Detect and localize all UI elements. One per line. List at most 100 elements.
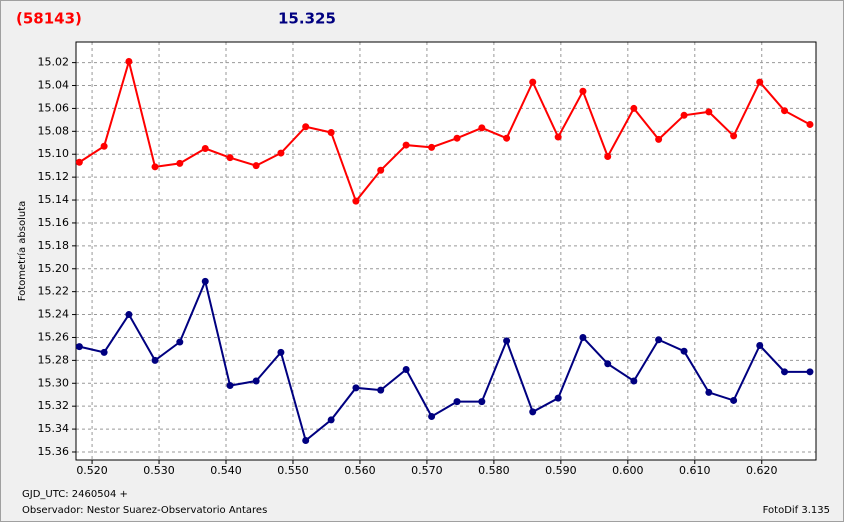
x-tick-label: 0.610 [679,464,711,477]
data-point [478,124,486,132]
y-tick-label: 15.20 [38,262,70,275]
x-tick-label: 0.620 [746,464,778,477]
x-tick-label: 0.550 [277,464,309,477]
y-tick-label: 15.18 [38,239,70,252]
x-tick-label: 0.540 [210,464,242,477]
data-point [327,416,335,424]
data-point [377,386,385,394]
footer-observer: Observador: Nestor Suarez-Observatorio A… [22,505,267,516]
data-point [402,141,410,149]
data-point [327,128,335,136]
data-point [302,437,310,445]
data-point [151,356,159,364]
data-point [604,360,612,368]
data-point [377,166,385,174]
data-point [302,123,310,131]
data-point [756,341,764,349]
series-line [78,57,811,204]
data-point [428,143,436,151]
data-point [529,408,537,416]
y-axis-label: Fotometría absoluta [16,201,28,302]
data-point [252,377,260,385]
y-tick-label: 15.24 [38,308,70,321]
data-point [630,377,638,385]
data-point [277,149,285,157]
data-point [352,384,360,392]
y-tick-label: 15.10 [38,147,70,160]
footer-date: GJD_UTC: 2460504 + [22,489,128,500]
data-point [125,57,133,65]
y-tick-label: 15.04 [38,79,70,92]
footer-version: FotoDif 3.135 [763,505,830,516]
data-point [277,348,285,356]
y-tick-label: 15.22 [38,285,70,298]
data-point [781,107,789,115]
data-point [478,398,486,406]
series-line [79,278,810,443]
data-point [680,111,688,119]
data-point [125,311,133,319]
data-point [554,133,562,141]
data-point [630,104,638,112]
data-point [503,134,511,142]
data-point [151,163,159,171]
y-tick-label: 15.16 [38,216,70,229]
plot-border [75,41,817,461]
y-tick-label: 15.34 [38,422,70,435]
data-point [75,343,83,351]
y-tick-label: 15.26 [38,330,70,343]
data-point [503,337,511,345]
data-point [705,388,713,396]
y-tick-label: 15.28 [38,353,70,366]
y-tick-label: 15.14 [38,193,70,206]
y-tick-label: 15.02 [38,56,70,69]
data-point [730,396,738,404]
data-point [252,162,260,170]
data-point [680,347,688,355]
data-point [402,366,410,374]
x-tick-label: 0.600 [612,464,644,477]
data-point [201,145,209,153]
data-point [453,134,461,142]
data-point [75,158,83,166]
y-tick-label: 15.06 [38,101,70,114]
data-point [781,368,789,376]
reference-mag: 15.325 [278,10,336,28]
data-point [529,78,537,86]
data-point [554,394,562,402]
data-point [352,197,360,205]
x-tick-label: 0.560 [344,464,376,477]
data-point [176,159,184,167]
data-point [100,348,108,356]
y-tick-label: 15.30 [38,376,70,389]
data-point [226,154,234,162]
data-point [730,132,738,140]
data-point [806,120,814,128]
data-point [579,87,587,95]
x-tick-label: 0.530 [143,464,175,477]
y-tick-label: 15.12 [38,170,70,183]
data-point [176,338,184,346]
data-point [655,135,663,143]
data-point [453,398,461,406]
data-point [806,368,814,376]
data-point [705,108,713,116]
data-point [579,333,587,341]
plot-area [76,42,816,460]
data-point [201,277,209,285]
y-tick-label: 15.08 [38,124,70,137]
x-tick-label: 0.580 [478,464,510,477]
star-id: (58143) [16,10,82,28]
x-tick-label: 0.570 [411,464,443,477]
data-point [226,382,234,390]
data-point [655,336,663,344]
data-point [604,153,612,161]
y-tick-label: 15.32 [38,399,70,412]
x-tick-label: 0.520 [76,464,108,477]
y-tick-label: 15.36 [38,445,70,458]
data-point [756,78,764,86]
data-point [100,142,108,150]
data-point [428,412,436,420]
x-tick-label: 0.590 [545,464,577,477]
